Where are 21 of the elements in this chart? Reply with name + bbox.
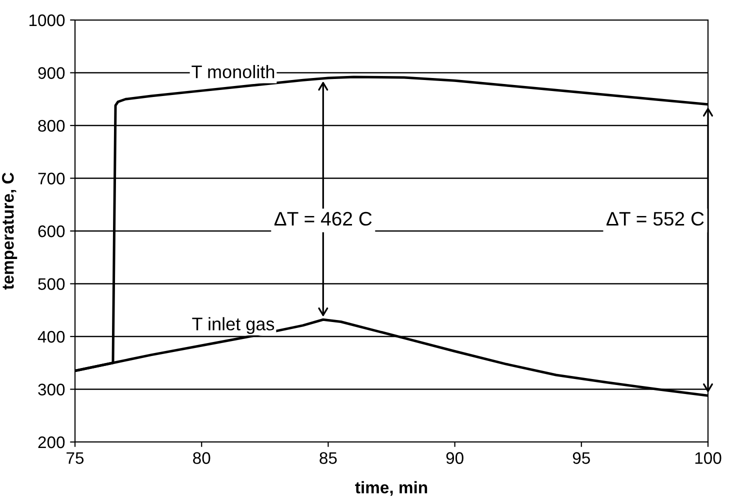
x-tick-label: 80 <box>193 452 210 464</box>
series-label: T inlet gas <box>192 317 274 334</box>
x-tick-label: 95 <box>572 452 590 464</box>
y-tick-label: 500 <box>38 278 65 290</box>
x-tick-label: 100 <box>695 452 722 464</box>
x-tick-label: 85 <box>320 452 337 464</box>
x-axis-title: time, min <box>355 481 428 496</box>
y-tick-label: 400 <box>38 330 65 343</box>
y-tick-label: 300 <box>38 384 65 396</box>
x-tick-label: 90 <box>446 452 464 464</box>
annotation: ΔT = 552 C <box>606 212 704 226</box>
y-tick-label: 600 <box>38 225 65 238</box>
y-tick-label: 200 <box>38 436 65 448</box>
series-label: T monolith <box>192 65 274 78</box>
y-tick-label: 1000 <box>29 14 65 26</box>
x-tick-label: 75 <box>66 452 84 464</box>
annotation: ΔT = 462 C <box>274 212 372 226</box>
y-axis-title: temperature, C <box>2 172 18 290</box>
y-tick-label: 700 <box>38 172 65 184</box>
y-tick-label: 800 <box>38 120 65 132</box>
y-tick-label: 900 <box>38 67 65 79</box>
